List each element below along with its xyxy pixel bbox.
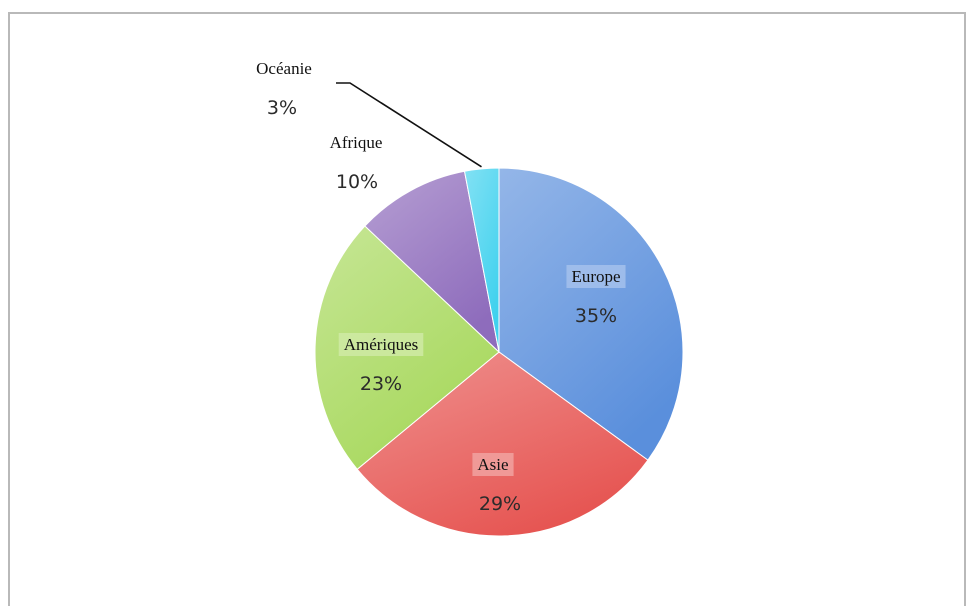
slice-value-europe: 35%	[575, 305, 617, 327]
pie-slice-europe	[498, 167, 684, 461]
pie-slice-oceanie	[463, 167, 500, 353]
slice-label-europe: Europe	[571, 267, 620, 286]
leader-line-oceanie	[336, 82, 482, 168]
slice-label-ameriques: Amériques	[344, 335, 419, 354]
slice-label-afrique: Afrique	[330, 133, 383, 152]
slice-value-afrique: 10%	[336, 171, 378, 193]
slice-label-bg-asie	[472, 453, 514, 476]
slice-value-oceanie: 3%	[267, 97, 297, 119]
slice-label-asie: Asie	[477, 455, 508, 474]
slice-label-oceanie: Océanie	[256, 59, 312, 78]
pie-slice-asie	[356, 351, 649, 537]
pie-slice-afrique	[364, 170, 500, 354]
slice-label-bg-ameriques	[338, 333, 424, 356]
slice-label-bg-europe	[566, 265, 626, 288]
slice-value-asie: 29%	[479, 493, 521, 515]
slice-value-ameriques: 23%	[360, 373, 402, 395]
